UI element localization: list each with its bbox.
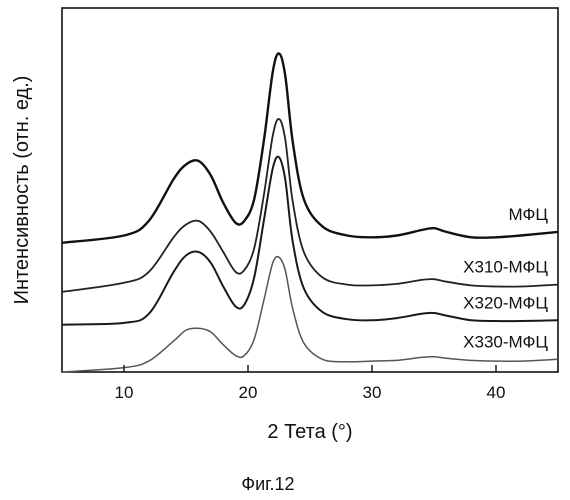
series-curves (62, 53, 558, 372)
x-axis-title: 2 Тета (°) (267, 421, 352, 443)
series-label-3: Х320-МФЦ (463, 293, 548, 312)
series-label-2: Х310-МФЦ (463, 258, 548, 277)
x-axis-ticks: 10 20 30 40 (115, 365, 506, 402)
y-axis-title: Интенсивность (отн. ед.) (11, 76, 33, 305)
series-labels: МФЦ Х310-МФЦ Х320-МФЦ Х330-МФЦ (463, 205, 548, 351)
x-tick-label: 40 (487, 383, 506, 402)
x-tick-label: 10 (115, 383, 134, 402)
series-label-4: Х330-МФЦ (463, 332, 548, 351)
x-tick-label: 30 (363, 383, 382, 402)
x-tick-label: 20 (239, 383, 258, 402)
series-line-1 (62, 53, 558, 242)
plot-frame (62, 8, 558, 372)
series-label-1: МФЦ (509, 205, 549, 224)
figure-caption: Фиг.12 (241, 474, 294, 494)
